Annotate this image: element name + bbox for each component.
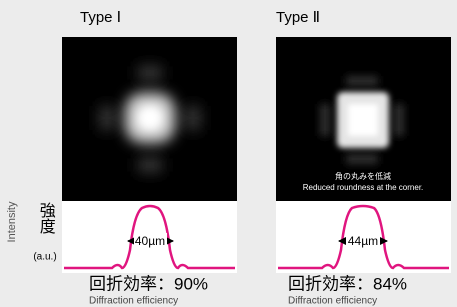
- figure: Intensity 強度 (a.u.) Type Ⅰ 40µm 回折効率：90%…: [0, 0, 457, 307]
- beam-image: [62, 37, 237, 201]
- efficiency-english: Diffraction efficiency: [89, 296, 178, 307]
- efficiency: 回折効率：90%: [89, 274, 208, 293]
- axis-label-english: Intensity: [6, 201, 18, 242]
- width-label: 44µm: [348, 234, 378, 248]
- axis-label-japanese: 強度: [37, 202, 56, 234]
- efficiency-english: Diffraction efficiency: [288, 296, 377, 307]
- panel-title: Type Ⅱ: [276, 9, 320, 26]
- panel-title: Type Ⅰ: [80, 9, 121, 26]
- efficiency: 回折効率：84%: [288, 274, 407, 293]
- annotation-english: Reduced roundness at the corner.: [303, 183, 424, 192]
- annotation-japanese: 角の丸みを低減: [335, 171, 391, 181]
- width-label: 40µm: [135, 234, 165, 248]
- axis-unit: (a.u.): [33, 252, 56, 263]
